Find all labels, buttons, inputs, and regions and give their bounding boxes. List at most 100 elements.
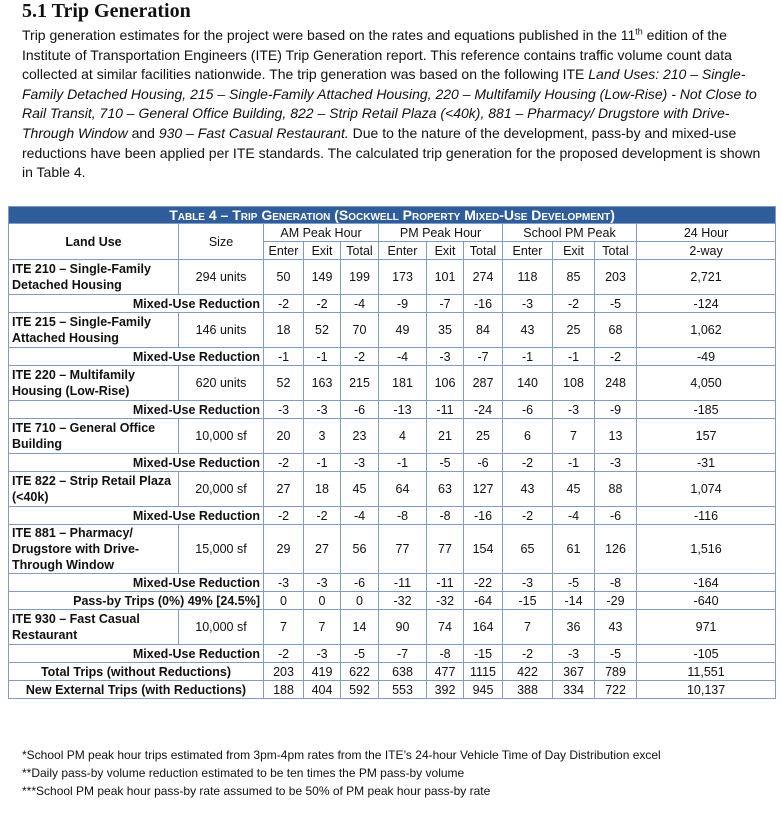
cell: 20,000 sf — [178, 471, 264, 507]
cell: -2 — [594, 347, 637, 366]
table-row: Mixed-Use Reduction -3 -3 -6 -13 -11 -24 -6 -3 -9… — [8, 400, 777, 419]
cell: 29 — [263, 524, 304, 574]
table-row: Pass-by Trips (0%) 49% [24.5%] 0 0 0 -32 -32-… — [8, 591, 777, 610]
cell: -7 — [463, 347, 503, 366]
row-label: Mixed-Use Reduction — [8, 573, 264, 592]
cell: 35 — [426, 312, 464, 348]
cell: 274 — [463, 259, 503, 295]
table-row: Mixed-Use Reduction -2 -2 -4 -8 -8 -16 -2 -4 -6 -1… — [8, 506, 777, 525]
cell: -4 — [552, 506, 595, 525]
cell: 118 — [502, 259, 553, 295]
cell: 77 — [426, 524, 464, 574]
cell: -4 — [378, 347, 427, 366]
cell: 181 — [378, 365, 427, 401]
group-header: School PM Peak — [502, 223, 637, 242]
text: Due to the nature of the development, pa… — [22, 124, 761, 181]
cell: 108 — [552, 365, 595, 401]
group-header: 24 Hour — [635, 223, 777, 242]
cell: 25 — [463, 418, 503, 454]
cell: 248 — [594, 365, 637, 401]
cell: 789 — [594, 662, 637, 681]
cell: 63 — [426, 471, 464, 507]
cell: 173 — [378, 259, 427, 295]
cell: 140 — [502, 365, 553, 401]
cell: 4,050 — [635, 365, 777, 401]
cell: -5 — [594, 644, 637, 663]
table-row: Mixed-Use Reduction -2 -2 -4 -9 -7 -16 -3 -2 -5 -1… — [8, 294, 777, 313]
cell: -7 — [426, 294, 464, 313]
cell: -29 — [594, 591, 637, 610]
cell: -2 — [263, 644, 304, 663]
cell: -164 — [635, 573, 777, 592]
group-header: AM Peak Hour — [263, 223, 379, 242]
cell: -124 — [635, 294, 777, 313]
cell: -5 — [594, 294, 637, 313]
cell: 1,062 — [635, 312, 777, 348]
section-heading: 5.1 Trip Generation — [22, 0, 191, 22]
cell: -2 — [263, 506, 304, 525]
cell: 18 — [263, 312, 304, 348]
cell: -8 — [594, 573, 637, 592]
cell: -4 — [340, 506, 379, 525]
cell: -11 — [378, 573, 427, 592]
subheader: Total — [463, 241, 503, 260]
cell: 43 — [594, 609, 637, 645]
paragraph: Trip generation estimates for the projec… — [22, 26, 770, 183]
cell: 10,000 sf — [178, 609, 264, 645]
cell: 10,000 sf — [178, 418, 264, 454]
cell: 477 — [426, 662, 464, 681]
cell: 77 — [378, 524, 427, 574]
column-header: Land Use — [8, 223, 179, 260]
cell: -64 — [463, 591, 503, 610]
cell: 14 — [340, 609, 379, 645]
table-row: Mixed-Use Reduction -2 -1 -3 -1 -5 -6 -2 -1 -3 -31 — [8, 453, 777, 472]
cell: -31 — [635, 453, 777, 472]
cell: 43 — [502, 312, 553, 348]
subheader: Enter — [502, 241, 553, 260]
cell: 419 — [303, 662, 341, 681]
cell: -2 — [502, 644, 553, 663]
cell: -3 — [263, 573, 304, 592]
cell: 36 — [552, 609, 595, 645]
cell: 971 — [635, 609, 777, 645]
cell: 722 — [594, 680, 637, 699]
cell: 4 — [378, 418, 427, 454]
table-row: ITE 210 – Single-Family Detached Housing… — [8, 259, 777, 295]
row-label: Total Trips (without Reductions) — [8, 662, 264, 681]
trip-table: Table 4 – Trip Generation (Sockwell Prop… — [7, 206, 777, 699]
cell: -6 — [340, 400, 379, 419]
text: and — [127, 124, 159, 141]
cell: 106 — [426, 365, 464, 401]
cell: 163 — [303, 365, 341, 401]
cell: -6 — [340, 573, 379, 592]
cell: 52 — [263, 365, 304, 401]
cell: 68 — [594, 312, 637, 348]
cell: 945 — [463, 680, 503, 699]
cell: -1 — [263, 347, 304, 366]
cell: -2 — [303, 294, 341, 313]
cell: 90 — [378, 609, 427, 645]
cell: 620 units — [178, 365, 264, 401]
cell: 7 — [303, 609, 341, 645]
table-row: Total Trips (without Reductions) 203 419 62… — [8, 662, 777, 681]
cell: -2 — [303, 506, 341, 525]
row-label: Mixed-Use Reduction — [8, 506, 264, 525]
cell: -15 — [463, 644, 503, 663]
cell: 1,516 — [635, 524, 777, 574]
cell: -3 — [502, 294, 553, 313]
cell: -6 — [502, 400, 553, 419]
cell: 638 — [378, 662, 427, 681]
cell: -3 — [552, 644, 595, 663]
cell: 199 — [340, 259, 379, 295]
cell: -14 — [552, 591, 595, 610]
cell: 553 — [378, 680, 427, 699]
cell: -11 — [426, 573, 464, 592]
cell: -2 — [552, 294, 595, 313]
table-row: ITE 881 – Pharmacy/ Drugstore with Drive… — [8, 524, 777, 574]
cell: 367 — [552, 662, 595, 681]
cell: -4 — [340, 294, 379, 313]
table-row: New External Trips (with Reductions) 188 4… — [8, 680, 777, 699]
footnote: ***School PM peak hour pass-by rate assu… — [22, 784, 491, 798]
cell: -640 — [635, 591, 777, 610]
